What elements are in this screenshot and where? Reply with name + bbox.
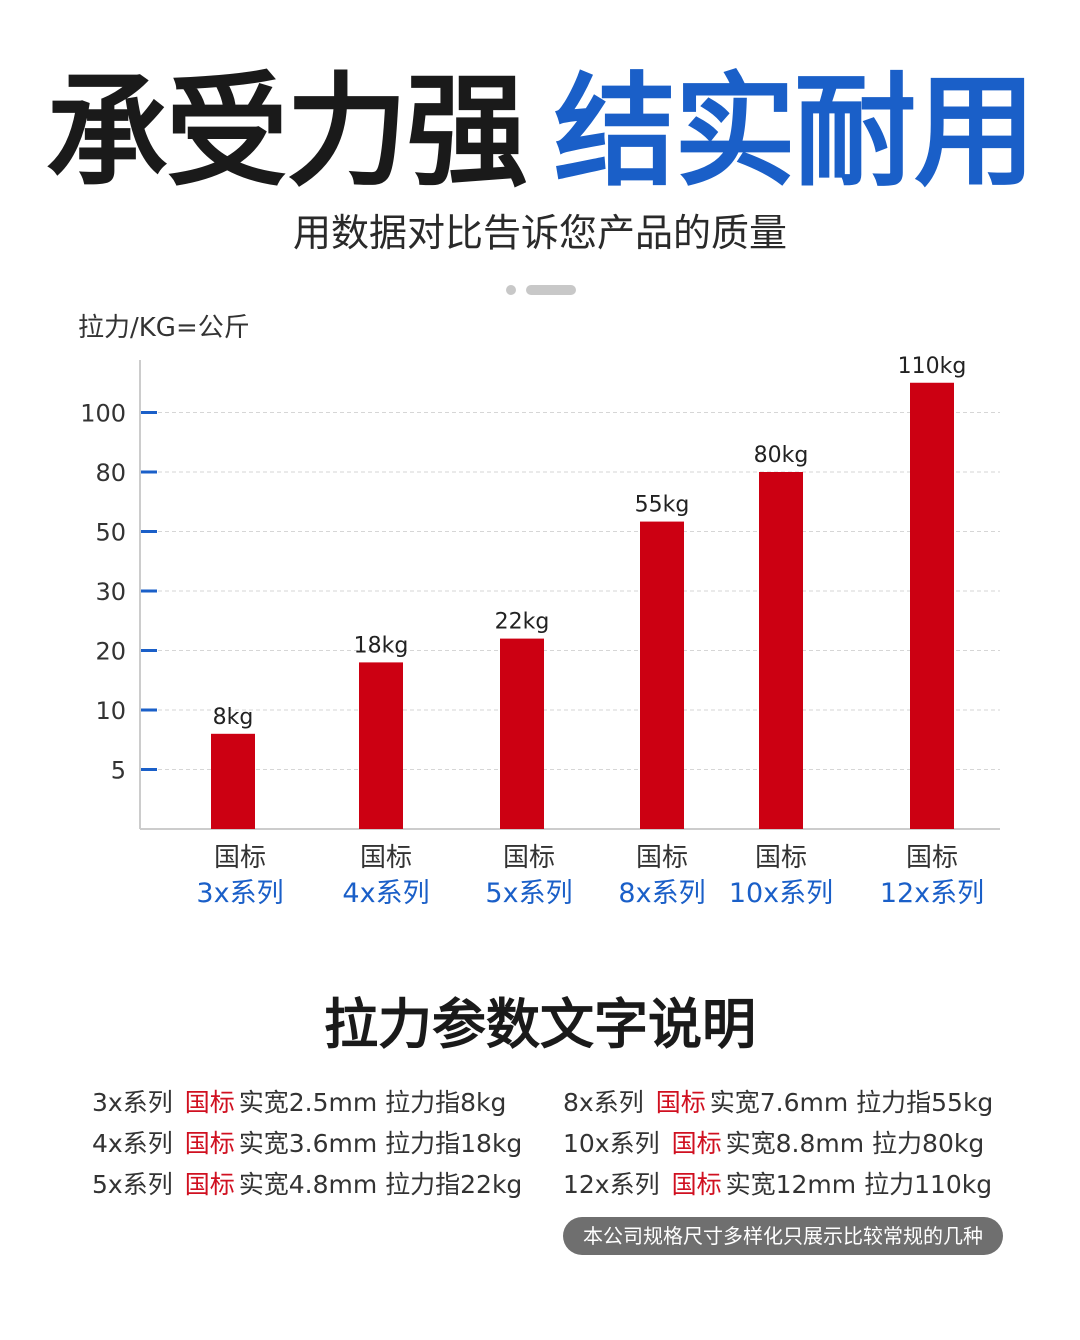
bar — [211, 733, 255, 829]
y-tick-label: 80 — [95, 459, 126, 487]
x-category-label: 国标 — [636, 843, 688, 873]
spec-series: 10x系列 — [563, 1129, 660, 1158]
x-category-series-label: 12x系列 — [880, 878, 984, 909]
bar-data-label: 80kg — [754, 443, 809, 468]
spec-column-right: 8x系列 国标 实宽7.6mm 拉力指55kg 10x系列 国标 实宽8.8mm 拉力8… — [563, 1082, 993, 1205]
y-tick-label: 50 — [95, 519, 126, 547]
bar — [640, 521, 684, 829]
carousel-dot — [506, 285, 516, 295]
x-category-series-label: 8x系列 — [618, 878, 705, 909]
spec-detail: 实宽7.6mm 拉力指55kg — [709, 1088, 994, 1117]
x-category-label: 国标 — [755, 843, 807, 873]
y-axis-unit-label: 拉力/KG=公斤 — [78, 313, 250, 343]
spec-detail: 实宽2.5mm 拉力指8kg — [238, 1088, 507, 1117]
chart-labels: 8kg 18kg 22kg 55kg 80kg 110kg 国标 3x系列 国标 4x系列 国标 5x… — [196, 354, 984, 909]
x-category-series-label: 3x系列 — [196, 878, 283, 909]
bar-data-label: 22kg — [495, 610, 550, 635]
headline: 承受力强 结实耐用 — [0, 62, 1080, 202]
y-tick-label: 5 — [111, 757, 126, 785]
spec-line: 8x系列 国标 实宽7.6mm 拉力指55kg — [563, 1082, 993, 1123]
spec-series: 12x系列 — [563, 1170, 660, 1199]
spec-series: 8x系列 — [563, 1088, 644, 1117]
bar — [759, 472, 803, 829]
note-pill: 本公司规格尺寸多样化只展示比较常规的几种 — [563, 1217, 1003, 1255]
spec-series: 3x系列 — [92, 1088, 173, 1117]
spec-detail: 实宽4.8mm 拉力指22kg — [238, 1170, 523, 1199]
spec-series: 5x系列 — [92, 1170, 173, 1199]
chart-bars — [211, 382, 954, 829]
chart-grid — [158, 412, 1000, 770]
bar — [910, 382, 954, 829]
x-category-label: 国标 — [214, 843, 266, 873]
bar-chart: 5 10 20 30 50 80 100 8kg 18kg 22kg 55kg 80kg 110kg 国… — [80, 354, 1000, 909]
bar — [500, 638, 544, 829]
x-category-series-label: 5x系列 — [485, 878, 572, 909]
headline-black: 承受力强 — [46, 61, 528, 203]
x-category-label: 国标 — [503, 843, 555, 873]
spec-line: 4x系列 国标 实宽3.6mm 拉力指18kg — [92, 1123, 522, 1164]
subtitle: 用数据对比告诉您产品的质量 — [292, 211, 787, 255]
y-tick-label: 100 — [80, 400, 126, 428]
bar-data-label: 18kg — [354, 633, 409, 658]
x-category-label: 国标 — [906, 843, 958, 873]
spec-column-left: 3x系列 国标 实宽2.5mm 拉力指8kg 4x系列 国标 实宽3.6mm 拉力指18… — [92, 1082, 522, 1205]
x-category-series-label: 10x系列 — [729, 878, 833, 909]
spec-section-title: 拉力参数文字说明 — [324, 993, 756, 1056]
spec-detail: 实宽12mm 拉力110kg — [725, 1170, 993, 1199]
bar-data-label: 55kg — [635, 493, 690, 518]
x-category-series-label: 4x系列 — [342, 878, 429, 909]
spec-line: 12x系列 国标 实宽12mm 拉力110kg — [563, 1164, 993, 1205]
spec-standard: 国标 — [655, 1088, 706, 1117]
carousel-dot-active — [526, 285, 576, 295]
spec-detail: 实宽8.8mm 拉力80kg — [725, 1129, 985, 1158]
y-tick-label: 10 — [95, 697, 126, 725]
spec-detail: 实宽3.6mm 拉力指18kg — [238, 1129, 523, 1158]
chart-axes: 5 10 20 30 50 80 100 — [80, 360, 1000, 830]
bar-data-label: 8kg — [213, 705, 254, 730]
headline-blue: 结实耐用 — [554, 61, 1036, 203]
spec-line: 10x系列 国标 实宽8.8mm 拉力80kg — [563, 1123, 993, 1164]
spec-standard: 国标 — [184, 1088, 235, 1117]
spec-standard: 国标 — [671, 1170, 722, 1199]
bar-data-label: 110kg — [898, 354, 967, 379]
y-tick-label: 30 — [95, 578, 126, 606]
spec-standard: 国标 — [671, 1129, 722, 1158]
spec-standard: 国标 — [184, 1170, 235, 1199]
y-tick-label: 20 — [95, 638, 126, 666]
bar — [359, 662, 403, 829]
spec-line: 3x系列 国标 实宽2.5mm 拉力指8kg — [92, 1082, 522, 1123]
x-category-label: 国标 — [360, 843, 412, 873]
spec-standard: 国标 — [184, 1129, 235, 1158]
spec-series: 4x系列 — [92, 1129, 173, 1158]
spec-line: 5x系列 国标 实宽4.8mm 拉力指22kg — [92, 1164, 522, 1205]
